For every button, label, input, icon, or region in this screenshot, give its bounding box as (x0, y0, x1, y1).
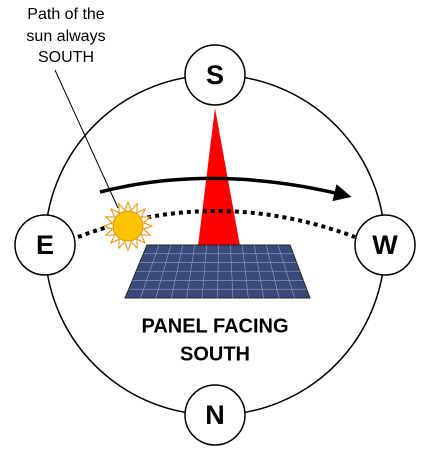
leader-line (55, 70, 118, 208)
solar-panel (125, 245, 310, 298)
compass-label: E (36, 230, 54, 260)
compass-label: N (205, 400, 225, 430)
annotation-line: Path of the (27, 6, 104, 23)
annotation-line: sun always (26, 28, 105, 45)
panel-label: SOUTH (180, 343, 250, 365)
panel-label: PANEL FACING (141, 315, 288, 337)
compass-label: S (206, 60, 224, 90)
diagram: Path of the sun always SOUTH S E W N PAN… (0, 0, 425, 451)
page: Path of the sun always SOUTH S E W N PAN… (0, 0, 425, 451)
annotation-line: SOUTH (38, 49, 94, 66)
compass-label: W (372, 230, 398, 260)
sun (113, 211, 143, 241)
